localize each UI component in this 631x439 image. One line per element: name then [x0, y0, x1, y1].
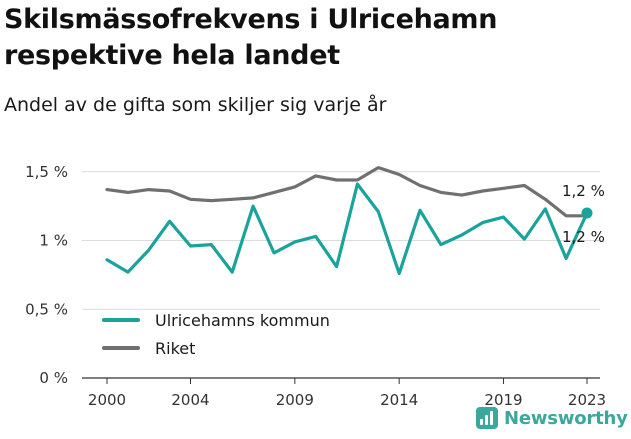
brand-name: Newsworthy — [504, 407, 628, 429]
end-value-label: 1,2 % — [562, 182, 605, 200]
y-axis-ticks: 0 % 0,5 % 1 % 1,5 % — [25, 163, 68, 387]
newsworthy-logo-icon — [476, 407, 498, 429]
legend-label: Ulricehamns kommun — [155, 311, 330, 330]
end-value-label: 1,2 % — [562, 228, 605, 246]
legend-label: Riket — [155, 339, 195, 358]
gridlines — [82, 171, 600, 379]
series-lines — [105, 166, 593, 276]
series-line-ulricehamn — [105, 182, 589, 276]
x-tick-label: 2014 — [380, 391, 418, 409]
y-tick-label: 0,5 % — [25, 300, 68, 318]
end-labels: 1,2 % 1,2 % — [562, 182, 605, 246]
y-tick-label: 1 % — [39, 232, 68, 250]
series-line-riket — [105, 166, 589, 218]
x-tick-label: 2023 — [568, 391, 606, 409]
legend: Ulricehamns kommun Riket — [102, 311, 330, 358]
chart-subtitle: Andel av de gifta som skiljer sig varje … — [4, 94, 387, 116]
x-tick-label: 2009 — [276, 391, 314, 409]
x-tick-label: 2004 — [171, 391, 209, 409]
y-tick-label: 0 % — [39, 369, 68, 387]
y-tick-label: 1,5 % — [25, 163, 68, 181]
x-tick-label: 2019 — [484, 391, 522, 409]
end-point-marker — [581, 207, 593, 219]
chart-title: Skilsmässofrekvens i Ulricehamn respekti… — [4, 4, 498, 71]
newsworthy-brand: Newsworthy — [476, 407, 628, 429]
x-tick-label: 2000 — [88, 391, 126, 409]
x-axis-ticks: 2000 2004 2009 2014 2019 2023 — [88, 378, 606, 409]
